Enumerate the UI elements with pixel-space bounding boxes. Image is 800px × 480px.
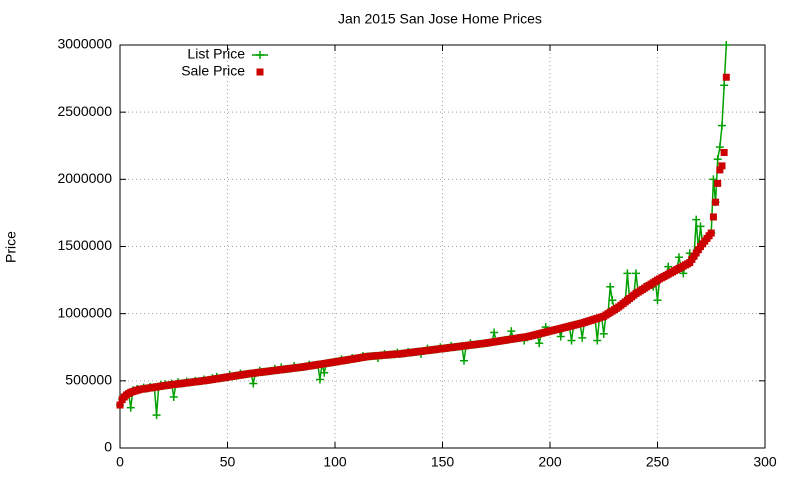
legend-marker [256,68,264,76]
list-point [535,339,544,348]
list-point [715,143,724,152]
list-point [632,269,640,278]
x-tick-label: 0 [116,454,124,470]
list-point [315,375,324,384]
x-tick-label: 50 [220,454,236,470]
list-point [675,253,683,262]
sale-point [716,166,724,174]
y-tick-label: 500000 [65,372,112,388]
x-tick-label: 150 [431,454,455,470]
x-tick-label: 250 [646,454,670,470]
sale-point [714,179,722,187]
list-point [152,411,161,420]
sale-point [712,198,720,206]
y-tick-label: 3000000 [57,36,112,52]
list-point [623,269,632,278]
x-tick-label: 200 [538,454,562,470]
list-point [606,282,615,291]
list-point [608,296,617,305]
list-point [249,379,258,388]
sale-point [718,162,726,170]
list-point [507,327,516,336]
list-point [692,215,701,224]
list-point [664,262,673,271]
list-point [718,121,726,130]
x-tick-label: 100 [323,454,347,470]
list-point [126,403,135,412]
list-point [713,155,722,164]
list-point [599,329,608,338]
sale-point [116,401,124,409]
list-point [556,332,565,341]
sale-point [720,148,728,156]
list-point [320,368,329,377]
list-point [709,175,718,184]
y-tick-label: 2000000 [57,170,112,186]
plot-border [119,44,766,449]
legend-label: Sale Price [181,63,245,79]
sale-point [707,229,715,237]
y-axis-label: Price [3,231,19,263]
list-line [119,44,728,416]
y-tick-label: 1500000 [57,237,112,253]
list-point [567,336,576,345]
list-point [578,333,587,342]
list-point [169,392,178,401]
x-tick-label: 300 [753,454,777,470]
list-point [593,336,602,345]
y-tick-label: 0 [104,439,112,455]
list-point [653,296,662,305]
y-tick-label: 2500000 [57,103,112,119]
sale-point [722,73,730,81]
legend-marker [256,51,264,59]
list-point [720,81,729,90]
y-tick-label: 1000000 [57,304,112,320]
list-point [696,222,705,231]
list-point [490,328,499,337]
sale-point [709,213,717,221]
list-point [722,41,731,49]
chart-title: Jan 2015 San Jose Home Prices [338,11,542,27]
list-point [679,269,688,278]
list-point [460,356,468,365]
legend-label: List Price [187,46,245,62]
